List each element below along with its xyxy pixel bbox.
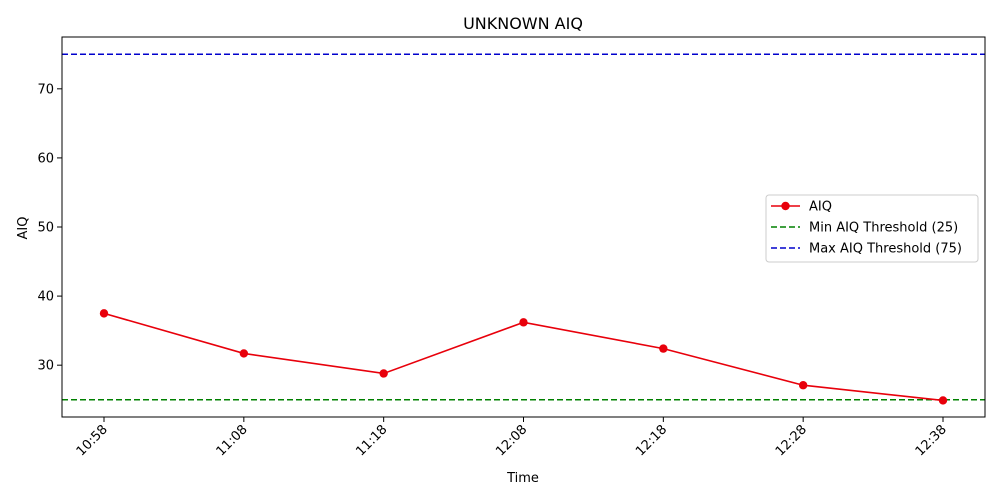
legend-label: Min AIQ Threshold (25) — [809, 221, 958, 236]
legend: AIQ Min AIQ Threshold (25) Max AIQ Thresho… — [765, 194, 979, 263]
legend-label: AIQ — [809, 200, 832, 215]
x-axis-title: Time — [506, 471, 539, 486]
data-point — [379, 369, 388, 378]
data-point — [938, 396, 948, 405]
x-tick-label: 11:18 — [353, 422, 390, 459]
x-tick-label: 12:18 — [633, 422, 670, 459]
y-tick-label: 60 — [37, 151, 54, 166]
x-tick-label: 11:08 — [214, 422, 251, 459]
chart-title: UNKNOWN AIQ — [463, 14, 583, 33]
x-tick-label: 12:28 — [773, 422, 810, 459]
y-tick-label: 30 — [37, 359, 54, 374]
legend-box — [765, 194, 979, 263]
y-tick-label: 50 — [37, 221, 54, 236]
data-point — [798, 381, 808, 390]
x-tick-label: 12:08 — [493, 422, 530, 459]
legend-swatch-marker — [781, 201, 790, 211]
y-axis-title: AIQ — [16, 217, 31, 240]
data-point — [99, 309, 109, 318]
plot-frame — [61, 36, 986, 418]
data-point — [519, 318, 528, 327]
x-tick-label: 10:58 — [74, 422, 111, 459]
legend-label: Max AIQ Threshold (75) — [809, 242, 962, 257]
x-tick-label: 12:38 — [913, 422, 950, 459]
data-point — [659, 344, 668, 353]
y-tick-label: 70 — [37, 82, 54, 97]
y-tick-label: 40 — [37, 290, 54, 305]
data-point — [239, 349, 249, 358]
